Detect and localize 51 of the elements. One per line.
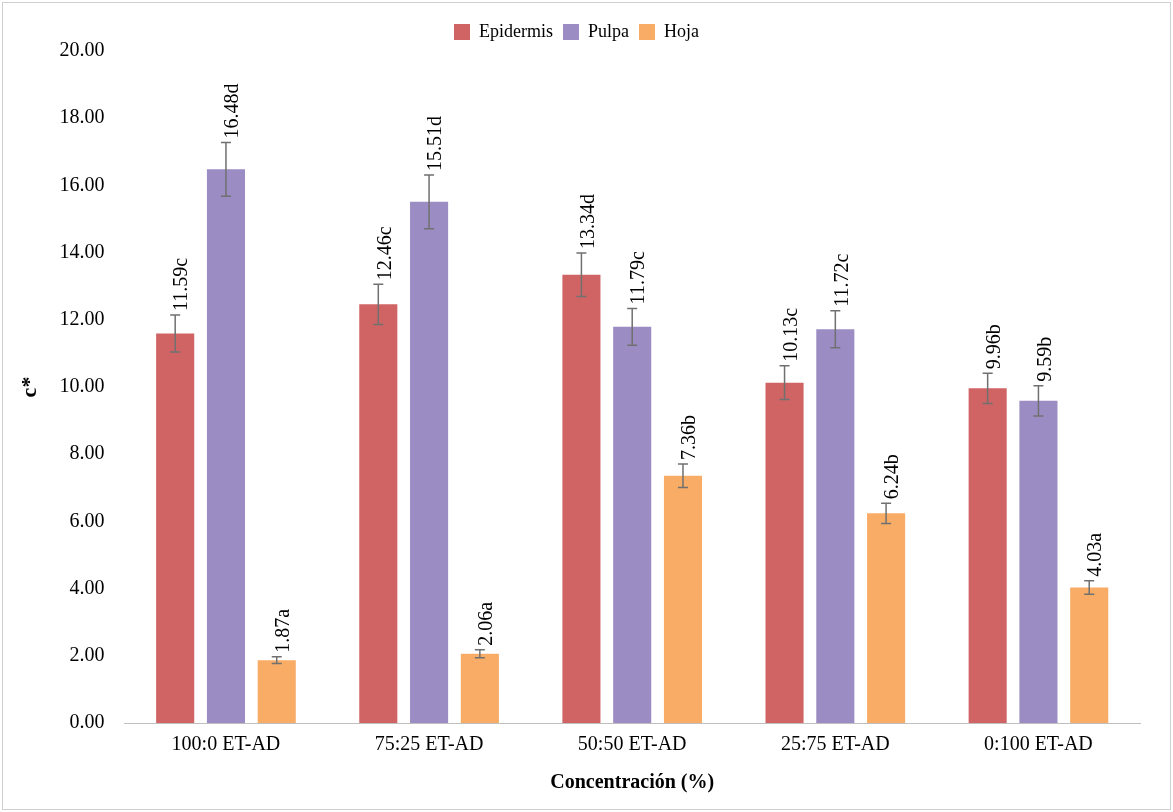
bar <box>206 169 245 723</box>
data-label: 11.72c <box>829 253 852 307</box>
y-tick-label: 18.00 <box>59 105 105 128</box>
x-tick-label: 0:100 ET-AD <box>984 732 1093 755</box>
data-label: 12.46c <box>372 226 395 281</box>
y-tick-label: 10.00 <box>59 374 105 397</box>
x-tick-label: 25:75 ET-AD <box>780 732 890 755</box>
legend-label: Pulpa <box>588 20 630 41</box>
bar <box>613 326 652 723</box>
bar <box>1070 587 1109 723</box>
y-axis-title: c* <box>15 376 41 398</box>
legend-label: Hoja <box>664 20 699 41</box>
y-tick-label: 12.00 <box>59 307 105 330</box>
x-tick-label: 75:25 ET-AD <box>374 732 484 755</box>
y-tick-label: 4.00 <box>69 575 105 598</box>
data-label: 16.48d <box>220 83 243 139</box>
data-label: 7.36b <box>677 414 700 460</box>
y-tick-label: 2.00 <box>69 643 105 666</box>
x-tick-label: 100:0 ET-AD <box>171 732 281 755</box>
y-tick-label: 14.00 <box>59 239 105 262</box>
y-tick-label: 6.00 <box>69 508 105 531</box>
bar <box>663 475 703 723</box>
y-tick-label: 20.00 <box>59 38 105 61</box>
bar <box>562 274 601 723</box>
x-tick-label: 50:50 ET-AD <box>577 732 687 755</box>
bar <box>1019 400 1058 723</box>
data-label: 15.51d <box>423 115 446 171</box>
data-label: 11.59c <box>169 257 192 312</box>
data-label: 4.03a <box>1083 532 1106 577</box>
bar <box>257 660 296 723</box>
data-label: 10.13c <box>778 307 801 362</box>
bar <box>816 329 855 723</box>
data-label: 1.87a <box>270 608 293 653</box>
data-label: 13.34d <box>575 193 598 249</box>
data-label: 9.59b <box>1032 336 1055 382</box>
bar <box>156 333 195 723</box>
y-tick-label: 16.00 <box>59 172 105 195</box>
data-label: 6.24b <box>880 454 903 500</box>
data-label: 9.96b <box>981 324 1004 370</box>
bar <box>410 201 449 723</box>
y-tick-label: 8.00 <box>69 441 105 464</box>
y-tick-label: 0.00 <box>69 710 105 733</box>
data-label: 2.06a <box>474 601 497 646</box>
bar <box>765 382 804 723</box>
bar <box>460 653 499 723</box>
bar <box>968 388 1007 723</box>
data-label: 11.79c <box>626 251 649 305</box>
bar <box>867 513 906 723</box>
x-axis-title: Concentración (%) <box>550 770 715 794</box>
bar <box>359 304 398 723</box>
legend-label: Epidermis <box>479 20 554 41</box>
